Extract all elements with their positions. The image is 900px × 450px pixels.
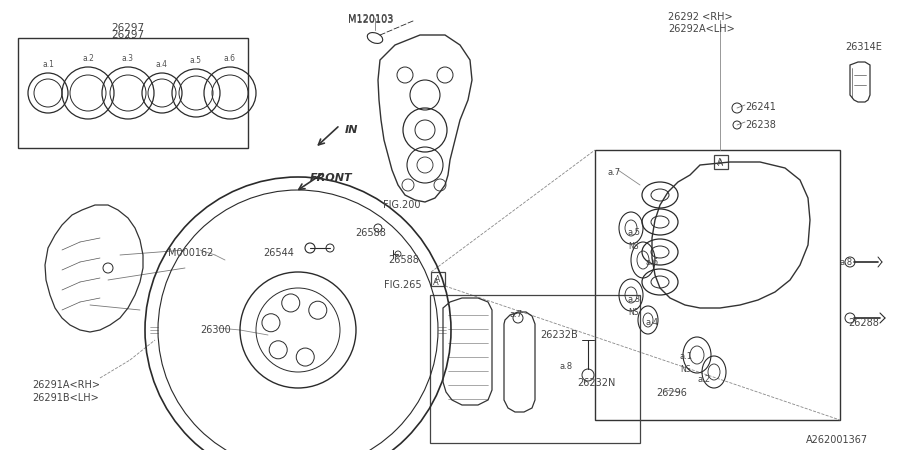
Text: FIG.265: FIG.265 bbox=[384, 280, 421, 290]
Text: FIG.200: FIG.200 bbox=[383, 200, 420, 210]
Text: M120103: M120103 bbox=[348, 15, 393, 25]
Bar bbox=[714, 155, 728, 169]
Text: 26241: 26241 bbox=[745, 102, 776, 112]
Text: M120103: M120103 bbox=[348, 14, 393, 24]
Text: a.2: a.2 bbox=[82, 54, 94, 63]
Text: NS: NS bbox=[628, 308, 638, 317]
Text: A: A bbox=[433, 278, 439, 287]
Text: a.8: a.8 bbox=[560, 362, 573, 371]
Text: 26588: 26588 bbox=[355, 228, 386, 238]
Text: 26232B: 26232B bbox=[540, 330, 578, 340]
Text: 26238: 26238 bbox=[745, 120, 776, 130]
Text: a.5: a.5 bbox=[628, 228, 641, 237]
Text: 26297: 26297 bbox=[112, 23, 145, 33]
Text: 26297: 26297 bbox=[112, 30, 145, 40]
Text: A262001367: A262001367 bbox=[806, 435, 868, 445]
Text: a.4: a.4 bbox=[156, 60, 168, 69]
Text: 26296: 26296 bbox=[656, 388, 687, 398]
Text: 26300: 26300 bbox=[200, 325, 230, 335]
Text: 26291B<LH>: 26291B<LH> bbox=[32, 393, 99, 403]
Text: 26588: 26588 bbox=[388, 255, 418, 265]
Text: a.8: a.8 bbox=[840, 258, 853, 267]
Text: 26288: 26288 bbox=[848, 318, 879, 328]
Text: a.1: a.1 bbox=[42, 60, 54, 69]
Text: A: A bbox=[717, 158, 723, 167]
Text: a.7: a.7 bbox=[608, 168, 621, 177]
Text: a.7: a.7 bbox=[510, 310, 523, 319]
Text: a.3: a.3 bbox=[122, 54, 134, 63]
Text: a.1: a.1 bbox=[680, 352, 693, 361]
Text: NS: NS bbox=[680, 365, 690, 374]
Text: FRONT: FRONT bbox=[310, 173, 353, 183]
Text: 26544: 26544 bbox=[263, 248, 294, 258]
Text: A: A bbox=[436, 275, 441, 284]
Bar bbox=[18, 38, 248, 148]
Text: 26314E: 26314E bbox=[845, 42, 882, 52]
Bar bbox=[430, 295, 640, 443]
Bar bbox=[431, 272, 445, 286]
Text: 26292 <RH>: 26292 <RH> bbox=[668, 12, 733, 22]
Text: a.4: a.4 bbox=[645, 318, 658, 327]
Text: a.2: a.2 bbox=[698, 375, 711, 384]
Text: a.3: a.3 bbox=[628, 295, 641, 304]
Text: 26292A<LH>: 26292A<LH> bbox=[668, 24, 734, 34]
Text: a.6: a.6 bbox=[224, 54, 236, 63]
Text: M000162: M000162 bbox=[168, 248, 213, 258]
Text: NS: NS bbox=[628, 242, 638, 251]
Bar bbox=[595, 150, 840, 420]
Text: a.6: a.6 bbox=[645, 258, 658, 267]
Text: 26232N: 26232N bbox=[577, 378, 616, 388]
Text: IN: IN bbox=[345, 125, 358, 135]
Text: 26291A<RH>: 26291A<RH> bbox=[32, 380, 100, 390]
Text: a.5: a.5 bbox=[190, 56, 202, 65]
Text: A: A bbox=[718, 158, 724, 167]
